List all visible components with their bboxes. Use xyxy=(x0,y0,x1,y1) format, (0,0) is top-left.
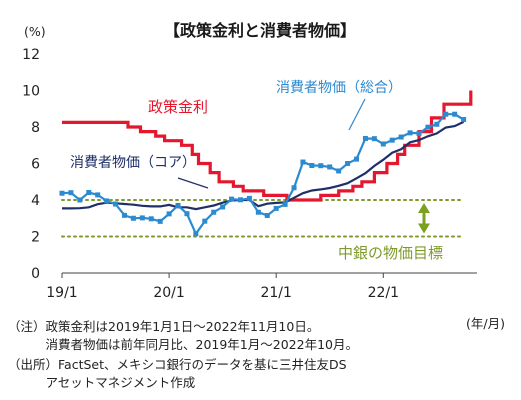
data-point xyxy=(327,164,333,170)
data-point xyxy=(211,209,217,215)
series-label: 消費者物価（総合） xyxy=(276,80,402,96)
data-point xyxy=(345,161,351,166)
data-point xyxy=(121,212,127,218)
data-point xyxy=(273,205,279,211)
data-point xyxy=(246,195,252,201)
band-arrow xyxy=(418,203,430,234)
x-tick-label: 21/1 xyxy=(260,285,291,301)
source-line-2: アセットマネジメント作成 xyxy=(8,375,196,390)
data-point xyxy=(282,201,288,207)
note-line-1: （注）政策金利は2019年1月1日～2022年11月10日。 xyxy=(8,319,320,334)
data-point xyxy=(300,159,306,165)
data-point xyxy=(354,156,360,162)
data-point xyxy=(318,163,324,169)
data-point xyxy=(86,190,92,196)
data-point xyxy=(166,211,172,217)
headline-label-leader xyxy=(348,98,366,131)
data-point xyxy=(104,198,110,204)
x-unit-label: (年/月) xyxy=(466,316,505,331)
series-label: 消費者物価（コア） xyxy=(70,155,196,171)
data-point xyxy=(371,136,377,142)
data-point xyxy=(443,111,449,117)
y-tick-label: 4 xyxy=(31,193,40,209)
reference-lines xyxy=(61,199,462,238)
series-label: 政策金利 xyxy=(148,98,208,116)
series-label: 中銀の物価目標 xyxy=(338,244,443,262)
y-tick-label: 8 xyxy=(31,120,40,136)
data-point xyxy=(68,190,74,196)
x-tick-label: 19/1 xyxy=(46,285,77,301)
y-tick-label: 12 xyxy=(22,47,40,63)
y-tick-label: 10 xyxy=(22,84,40,100)
y-tick-label: 2 xyxy=(31,230,40,246)
data-point xyxy=(309,163,315,169)
data-point xyxy=(336,168,342,174)
data-point xyxy=(416,130,422,136)
x-axis-ticks: 19/1 20/1 21/1 22/1 xyxy=(46,273,399,301)
series-line xyxy=(62,120,465,211)
data-point xyxy=(220,204,226,210)
data-point xyxy=(255,209,261,215)
data-point xyxy=(130,215,136,221)
data-point xyxy=(380,141,386,147)
data-point xyxy=(77,197,83,203)
data-point xyxy=(184,211,190,217)
data-point xyxy=(95,192,101,198)
note-line-2: 消費者物価は前年同月比、2019年1月～2022年10月。 xyxy=(8,337,358,352)
data-point xyxy=(434,121,440,127)
data-point xyxy=(193,231,199,237)
data-point xyxy=(157,218,163,224)
y-tick-label: 0 xyxy=(31,266,40,282)
data-point xyxy=(229,196,235,202)
chart-title: 【政策金利と消費者物価】 xyxy=(164,21,356,40)
y-unit-label: (%) xyxy=(24,24,46,39)
series-labels: 政策金利 消費者物価（総合） 消費者物価（コア） 中銀の物価目標 xyxy=(70,80,443,262)
data-point xyxy=(362,135,368,141)
data-point xyxy=(175,202,181,208)
data-point xyxy=(202,218,208,224)
data-point xyxy=(389,137,395,143)
x-tick-label: 22/1 xyxy=(368,285,399,301)
series-line xyxy=(62,90,473,202)
arrow-head-down xyxy=(418,223,430,234)
data-point xyxy=(452,111,458,117)
data-point xyxy=(264,213,270,219)
y-tick-label: 6 xyxy=(31,157,40,173)
data-point xyxy=(237,197,243,203)
source-line-1: （出所）FactSet、メキシコ銀行のデータを基に三井住友DS xyxy=(8,357,347,372)
data-point xyxy=(461,117,467,123)
series-layer xyxy=(59,90,473,237)
x-tick-label: 20/1 xyxy=(153,285,184,301)
core-label-leader xyxy=(177,177,209,189)
arrow-head-up xyxy=(418,203,430,213)
data-point xyxy=(291,185,297,191)
data-point xyxy=(148,216,154,222)
data-point xyxy=(139,215,145,221)
data-point xyxy=(59,190,65,196)
data-point xyxy=(113,201,119,207)
data-point xyxy=(398,134,404,140)
y-axis-ticks: 0 2 4 6 8 10 12 xyxy=(22,47,40,282)
data-point xyxy=(407,130,413,136)
series-line xyxy=(61,113,465,237)
data-point xyxy=(425,124,431,130)
